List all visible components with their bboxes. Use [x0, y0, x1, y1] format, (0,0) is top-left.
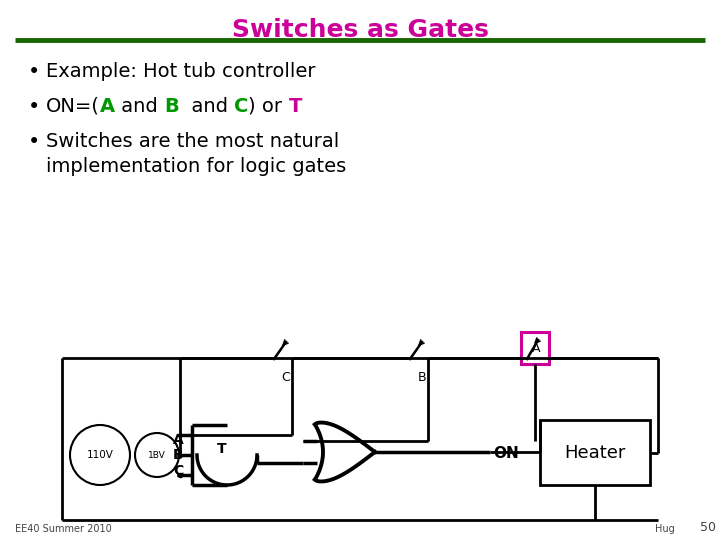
Text: B: B — [173, 448, 184, 462]
Text: B: B — [164, 97, 179, 116]
Text: ON: ON — [493, 447, 518, 462]
Text: C: C — [282, 371, 290, 384]
Text: •: • — [28, 132, 40, 152]
Text: and: and — [179, 97, 234, 116]
Text: 110V: 110V — [86, 450, 114, 460]
Text: Heater: Heater — [564, 443, 626, 462]
Text: A: A — [532, 341, 540, 354]
Text: A: A — [100, 97, 115, 116]
Bar — [540, 420, 650, 485]
Text: Switches as Gates: Switches as Gates — [232, 18, 488, 42]
Text: Example: Hot tub controller: Example: Hot tub controller — [46, 62, 315, 81]
Text: •: • — [28, 97, 40, 117]
Text: 1BV: 1BV — [148, 450, 166, 460]
Text: implementation for logic gates: implementation for logic gates — [46, 157, 346, 176]
Text: B: B — [418, 371, 426, 384]
Text: EE40 Summer 2010: EE40 Summer 2010 — [15, 524, 112, 534]
Text: ) or: ) or — [248, 97, 289, 116]
Text: Switches are the most natural: Switches are the most natural — [46, 132, 339, 151]
Text: T: T — [217, 442, 227, 456]
Text: Hug: Hug — [655, 524, 675, 534]
Text: ON=(: ON=( — [46, 97, 100, 116]
Text: and: and — [115, 97, 164, 116]
Text: C: C — [234, 97, 248, 116]
Text: C: C — [173, 464, 183, 478]
Text: •: • — [28, 62, 40, 82]
Text: 50: 50 — [700, 521, 716, 534]
Text: A: A — [173, 433, 184, 447]
Text: T: T — [289, 97, 302, 116]
